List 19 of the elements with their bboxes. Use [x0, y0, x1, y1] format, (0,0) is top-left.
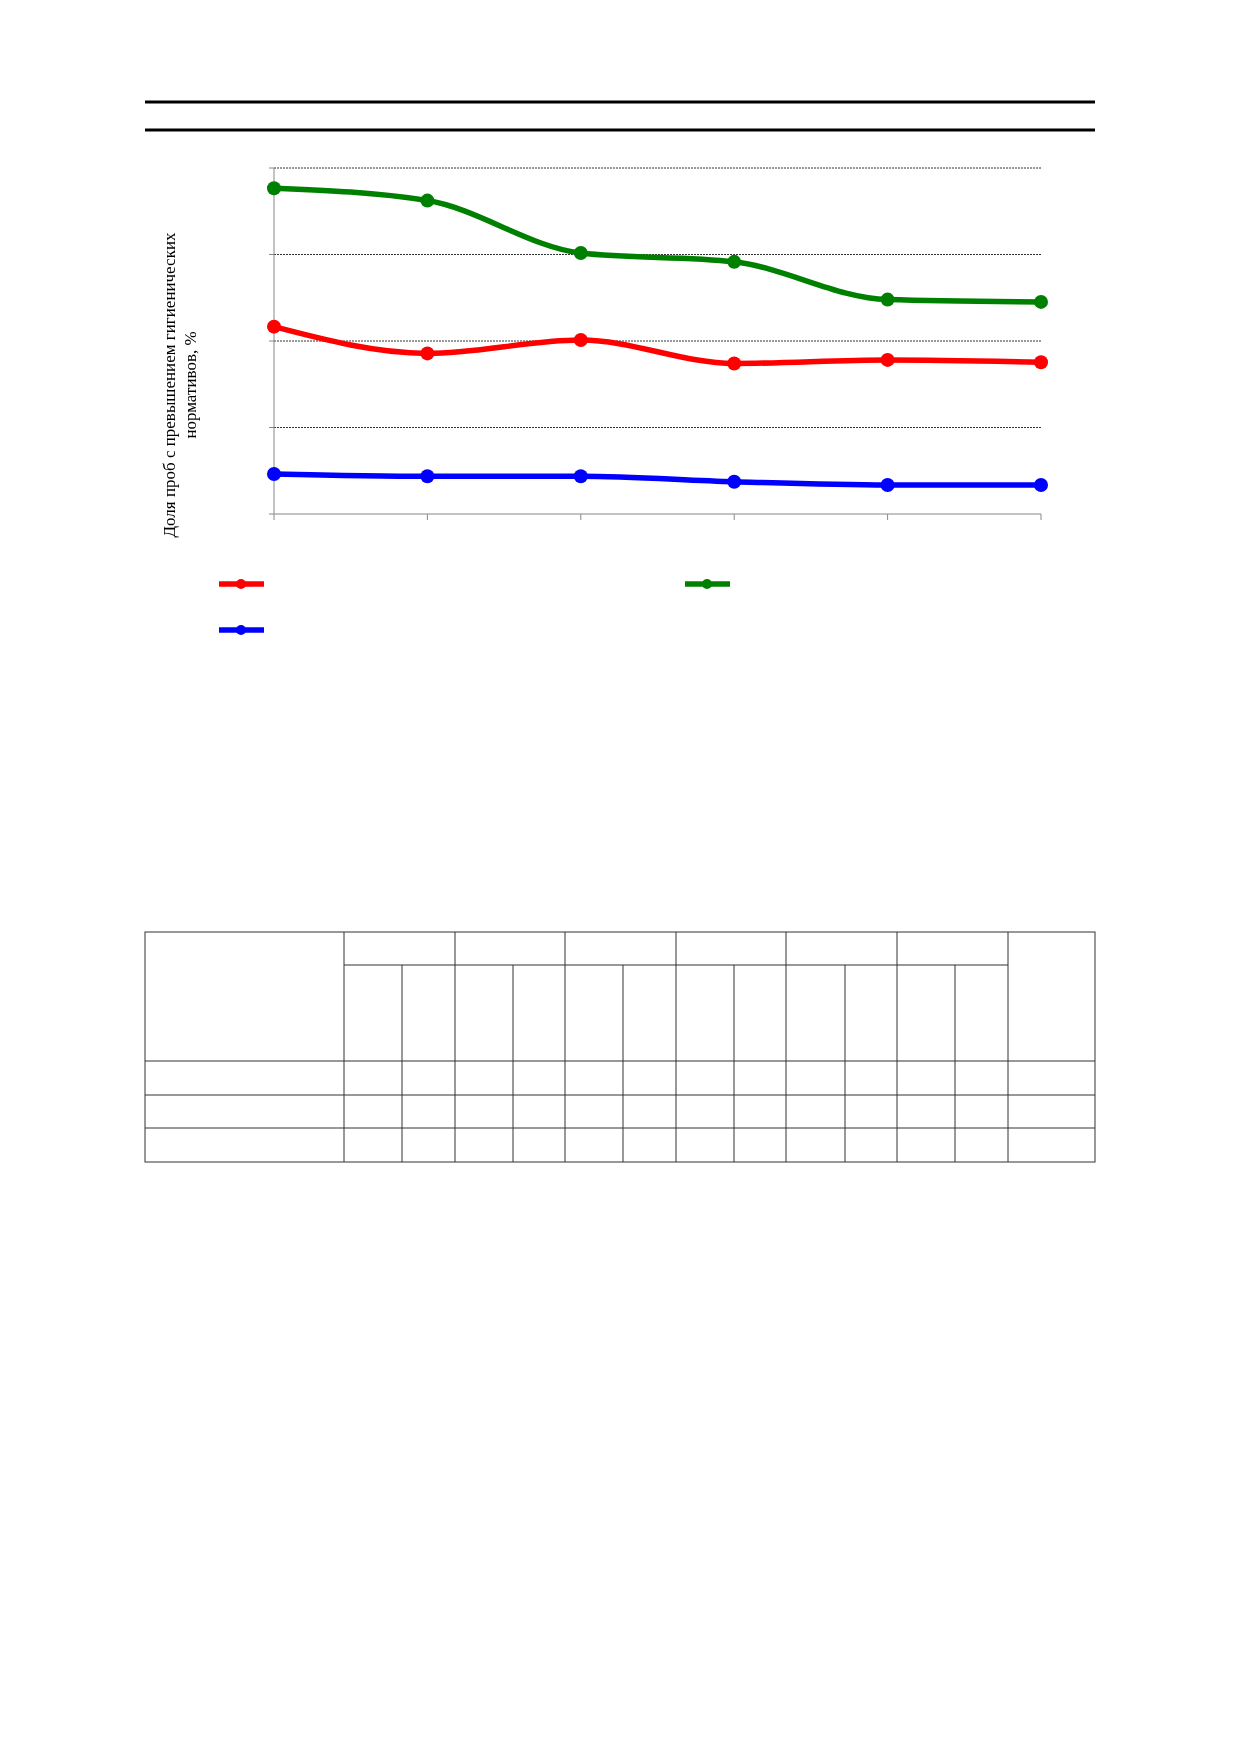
point [573, 333, 588, 348]
point [267, 181, 281, 196]
point [1034, 355, 1048, 370]
point [727, 356, 742, 371]
point [880, 352, 895, 367]
point [880, 292, 895, 307]
point [420, 346, 435, 361]
point [420, 469, 435, 484]
point [267, 466, 281, 481]
point [880, 478, 895, 492]
point [573, 469, 588, 484]
point [1034, 294, 1048, 309]
point [727, 254, 742, 269]
y-axis-title: Доля проб с превышением гигиенических нормативов, % [160, 232, 200, 538]
point [573, 246, 588, 261]
point [1034, 478, 1048, 492]
point [727, 474, 742, 489]
point [267, 319, 281, 334]
point [420, 193, 435, 208]
